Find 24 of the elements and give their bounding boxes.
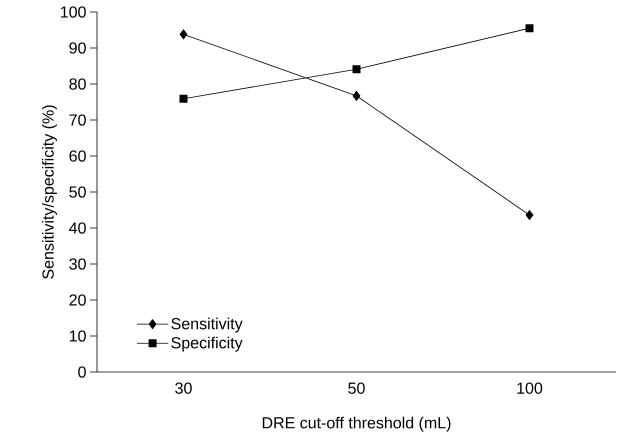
x-tick-label: 100 bbox=[517, 382, 542, 394]
x-tick-label: 50 bbox=[348, 382, 365, 394]
point bbox=[526, 210, 534, 220]
y-tick-label: 0 bbox=[78, 366, 86, 378]
point bbox=[180, 29, 188, 40]
y-tick-label: 90 bbox=[69, 42, 86, 54]
point bbox=[525, 24, 534, 32]
point bbox=[352, 90, 360, 101]
y-tick-label: 30 bbox=[69, 258, 86, 270]
y-tick-label: 50 bbox=[69, 186, 86, 198]
point bbox=[352, 65, 360, 74]
legend-label: Specificity bbox=[171, 336, 243, 352]
y-tick-label: 20 bbox=[69, 294, 86, 306]
y-tick-label: 10 bbox=[70, 330, 86, 342]
point bbox=[180, 94, 188, 103]
y-tick-label: 40 bbox=[69, 222, 86, 234]
legend-label: Sensitivity bbox=[171, 318, 243, 333]
x-tick-label: 30 bbox=[175, 382, 192, 394]
y-tick-label: 60 bbox=[69, 150, 86, 162]
y-tick-label: 70 bbox=[69, 114, 86, 126]
y-tick-label: 100 bbox=[61, 6, 86, 18]
x-axis-title: DRE cut-off threshold (mL) bbox=[262, 416, 450, 432]
y-axis-title: Sensitivity/specificity (%) bbox=[42, 105, 57, 279]
y-tick-label: 80 bbox=[69, 78, 86, 90]
